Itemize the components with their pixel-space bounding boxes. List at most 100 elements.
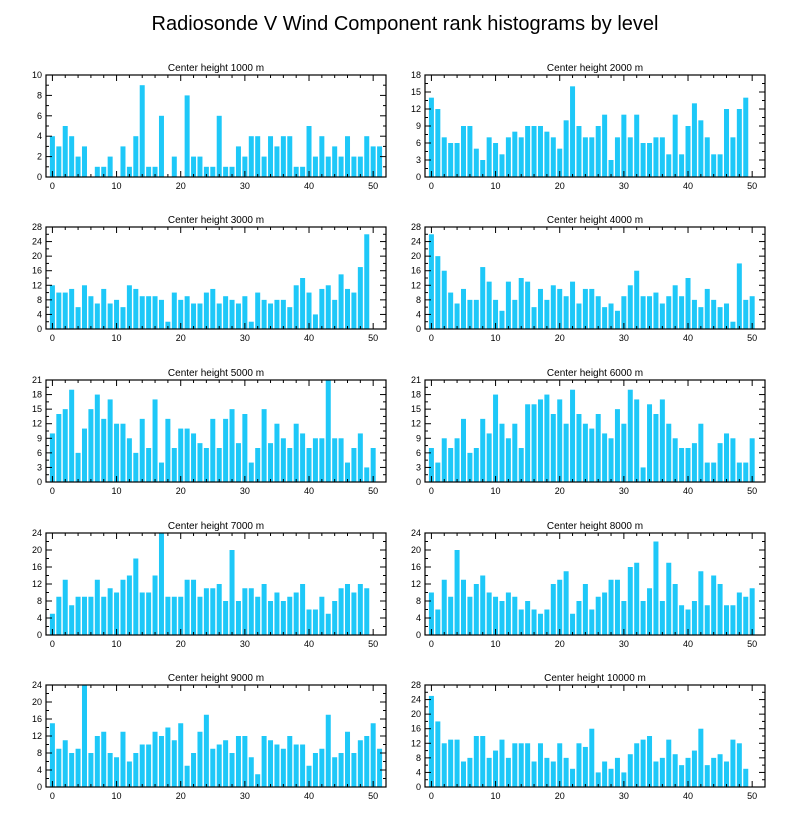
bar bbox=[537, 613, 543, 635]
bar bbox=[120, 146, 126, 177]
bar bbox=[724, 433, 730, 482]
bar bbox=[467, 299, 473, 329]
bar bbox=[56, 146, 62, 177]
bar bbox=[582, 584, 588, 635]
bar bbox=[589, 137, 595, 177]
bar bbox=[627, 754, 633, 787]
bar bbox=[435, 721, 441, 787]
y-tick-label: 6 bbox=[37, 111, 42, 121]
x-tick-label: 0 bbox=[429, 333, 434, 343]
bar bbox=[319, 748, 325, 787]
bar bbox=[248, 588, 254, 635]
bar bbox=[518, 137, 524, 177]
bar bbox=[486, 433, 492, 482]
bar bbox=[274, 299, 280, 329]
y-tick-label: 6 bbox=[37, 448, 42, 458]
y-tick-label: 0 bbox=[37, 477, 42, 487]
x-tick-label: 0 bbox=[50, 486, 55, 496]
bar bbox=[88, 753, 94, 787]
bar bbox=[621, 114, 627, 177]
bar bbox=[114, 423, 120, 482]
bar bbox=[557, 288, 563, 329]
bar bbox=[165, 596, 171, 635]
bar bbox=[152, 166, 158, 177]
bar bbox=[647, 143, 653, 177]
bar bbox=[255, 596, 261, 635]
bar bbox=[672, 754, 678, 787]
bar bbox=[345, 462, 351, 482]
bar bbox=[570, 768, 576, 787]
bar bbox=[544, 609, 550, 635]
bar bbox=[114, 592, 120, 635]
y-tick-label: 4 bbox=[416, 309, 421, 319]
bar bbox=[306, 126, 312, 177]
bar bbox=[293, 166, 299, 177]
y-tick-label: 8 bbox=[416, 596, 421, 606]
bar bbox=[62, 409, 68, 482]
bar bbox=[171, 740, 177, 787]
bar bbox=[460, 418, 466, 482]
bar bbox=[81, 285, 87, 329]
bar bbox=[210, 748, 216, 787]
bar bbox=[621, 296, 627, 329]
panel-9: Center height 9000 m 0 4 8 12 16 20 24 0 10 20 30 40… bbox=[32, 673, 387, 801]
bar bbox=[730, 438, 736, 482]
bar bbox=[81, 685, 87, 787]
bar bbox=[338, 274, 344, 329]
bar bbox=[248, 321, 254, 329]
bar bbox=[428, 234, 434, 329]
bar bbox=[743, 596, 749, 635]
x-tick-label: 10 bbox=[112, 181, 122, 191]
bar bbox=[216, 744, 222, 787]
bar bbox=[178, 428, 184, 482]
bar bbox=[229, 550, 235, 635]
bar bbox=[357, 740, 363, 787]
y-tick-label: 4 bbox=[416, 613, 421, 623]
bar bbox=[505, 592, 511, 635]
y-tick-label: 4 bbox=[37, 131, 42, 141]
bar bbox=[146, 166, 152, 177]
bar bbox=[627, 567, 633, 635]
bar bbox=[441, 137, 447, 177]
bar bbox=[525, 281, 531, 329]
bar bbox=[69, 389, 75, 482]
bar bbox=[493, 596, 499, 635]
x-tick-label: 50 bbox=[747, 791, 757, 801]
bar bbox=[736, 592, 742, 635]
y-tick-label: 12 bbox=[32, 579, 42, 589]
y-tick-label: 9 bbox=[416, 121, 421, 131]
bar bbox=[602, 114, 608, 177]
bar bbox=[711, 299, 717, 329]
bar bbox=[332, 601, 338, 635]
bar bbox=[203, 588, 209, 635]
bar bbox=[717, 584, 723, 635]
bar bbox=[197, 303, 203, 329]
bar bbox=[287, 736, 293, 787]
y-tick-label: 28 bbox=[32, 222, 42, 232]
bar bbox=[293, 744, 299, 787]
bar bbox=[640, 739, 646, 787]
bar bbox=[428, 97, 434, 177]
bar bbox=[499, 310, 505, 329]
bar bbox=[467, 596, 473, 635]
bar bbox=[235, 443, 241, 482]
bar bbox=[467, 452, 473, 482]
bar bbox=[602, 592, 608, 635]
x-tick-label: 50 bbox=[747, 639, 757, 649]
bar bbox=[627, 137, 633, 177]
bar bbox=[505, 438, 511, 482]
bar bbox=[56, 748, 62, 787]
x-tick-label: 50 bbox=[368, 181, 378, 191]
bar bbox=[480, 736, 486, 787]
bar bbox=[679, 448, 685, 482]
bar bbox=[242, 588, 248, 635]
bar bbox=[499, 739, 505, 787]
bar bbox=[223, 740, 229, 787]
bar bbox=[666, 423, 672, 482]
bar bbox=[621, 423, 627, 482]
bar bbox=[685, 278, 691, 329]
bar bbox=[576, 126, 582, 177]
bar bbox=[685, 126, 691, 177]
bar bbox=[184, 428, 190, 482]
